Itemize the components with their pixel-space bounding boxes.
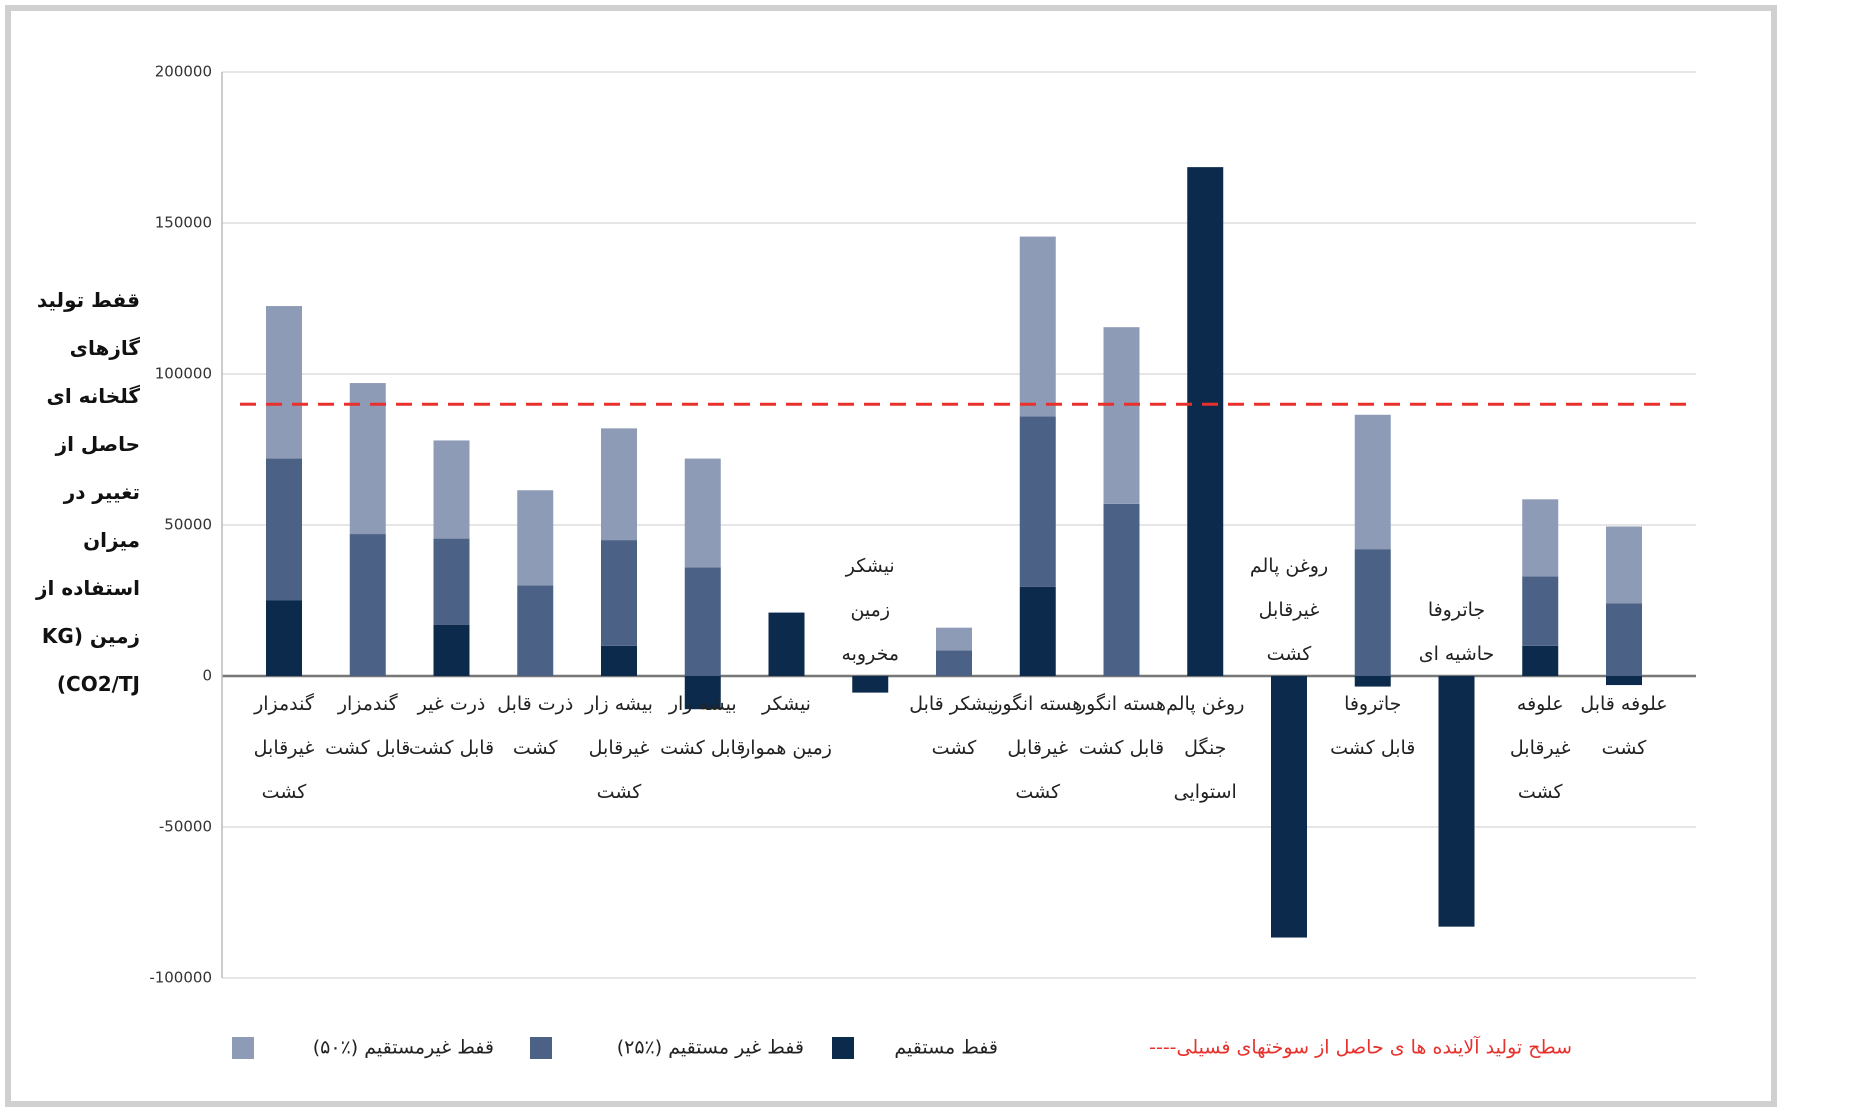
category-label-box: هسته انگور قابل کشت xyxy=(1077,693,1166,759)
bar-segment xyxy=(936,627,972,651)
bar-segment xyxy=(1606,603,1642,676)
category-label-box: بیشه زار قابل کشت xyxy=(660,693,746,759)
x-tick-label: ذرت غیر قابل کشت xyxy=(408,693,495,759)
bar-segment xyxy=(1354,414,1391,550)
y-tick-label: -100000 xyxy=(149,969,212,987)
bar-segment xyxy=(1019,236,1056,417)
bar-segment xyxy=(601,540,637,646)
bar-segment xyxy=(1019,586,1056,676)
x-tick-label: گندمزار قابل کشت xyxy=(325,693,411,759)
bar-segment xyxy=(1187,167,1224,676)
category-label-box: جاتروفا قابل کشت xyxy=(1330,693,1416,759)
legend-swatch xyxy=(530,1037,552,1059)
x-tick-label: هسته انگور غیرقابل کشت xyxy=(993,693,1083,803)
x-tick-label: روغن پالم جنگل استوایی xyxy=(1166,693,1245,803)
bar-segment xyxy=(1103,327,1140,504)
x-tick-label: بیشه زار قابل کشت xyxy=(660,693,746,759)
bar-segment xyxy=(433,624,470,676)
x-tick-label: بیشه زار غیرقابل کشت xyxy=(585,693,653,803)
bar-segment xyxy=(684,458,721,568)
x-tick-label: نیشکر زمین مخروبه xyxy=(841,555,900,665)
x-tick-label: علوفه غیرقابل کشت xyxy=(1509,693,1571,803)
bar-segment xyxy=(1522,645,1559,676)
bar-segment xyxy=(1354,676,1391,687)
bar-segment xyxy=(601,428,637,541)
category-label-box: علوفه قابل کشت xyxy=(1580,693,1668,759)
bar-segment xyxy=(433,440,470,539)
bar-segment xyxy=(684,567,721,676)
x-tick-label: گندمزار غیرقابل کشت xyxy=(253,693,315,803)
category-label-box: بیشه زار غیرقابل کشت xyxy=(585,693,653,803)
y-axis-label: قفط تولید گازهای گلخانه ای حاصل از تغییر… xyxy=(36,288,140,696)
x-tick-label: جاتروفا قابل کشت xyxy=(1330,693,1416,759)
y-tick-label: 50000 xyxy=(164,516,212,534)
bar-segment xyxy=(1522,499,1559,577)
y-tick-label: 100000 xyxy=(155,365,212,383)
x-tick-label: علوفه قابل کشت xyxy=(1580,693,1668,759)
bar-segment xyxy=(684,676,721,710)
bar-segment xyxy=(936,650,972,676)
legend-swatch xyxy=(232,1037,254,1059)
x-tick-label: روغن پالم غیرقابل کشت xyxy=(1249,555,1329,665)
x-tick-label: نیشکر زمین هموار xyxy=(741,693,832,759)
category-label-box: علوفه غیرقابل کشت xyxy=(1509,693,1571,803)
bar-segment xyxy=(349,383,386,535)
x-tick-label: ذرت قابل کشت xyxy=(497,693,574,759)
category-label-box: نیشکر زمین هموار xyxy=(741,693,832,759)
bar-segment xyxy=(1103,503,1140,676)
legend-label: قفط غیرمستقیم (٪۵۰) xyxy=(313,1037,494,1059)
category-label-box: ذرت قابل کشت xyxy=(497,693,574,759)
category-label-box: گندمزار غیرقابل کشت xyxy=(253,693,315,803)
bar-segment xyxy=(266,600,302,676)
bar-segment xyxy=(349,534,386,676)
bar-segment xyxy=(1271,676,1307,938)
bar-segment xyxy=(852,676,889,693)
legend-swatch xyxy=(832,1037,854,1059)
x-tick-label: هسته انگور قابل کشت xyxy=(1077,693,1166,759)
x-tick-label: جاتروفا حاشیه ای xyxy=(1418,599,1495,665)
category-label-box: هسته انگور غیرقابل کشت xyxy=(993,693,1083,803)
y-tick-label: -50000 xyxy=(159,818,212,836)
legend-label: قفط مستقیم xyxy=(894,1037,998,1059)
category-label-box: جاتروفا حاشیه ای xyxy=(1418,599,1495,665)
y-tick-label: 150000 xyxy=(155,214,212,232)
bar-segment xyxy=(601,645,637,676)
bar-segment xyxy=(433,538,470,625)
bar-segment xyxy=(517,490,554,586)
bar-segment xyxy=(266,306,302,459)
legend-label: قفط غیر مستقیم (٪۲۵) xyxy=(617,1037,804,1059)
legend-label: سطح تولید آلاینده ها ی حاصل از سوختهای ف… xyxy=(1149,1035,1572,1059)
bar-segment xyxy=(517,585,554,676)
category-label-box: نیشکر قابل کشت xyxy=(909,693,999,759)
bar-segment xyxy=(266,458,302,601)
bar-segment xyxy=(1522,576,1559,646)
bar-segment xyxy=(1438,676,1475,927)
category-label-box: روغن پالم غیرقابل کشت xyxy=(1249,555,1329,665)
bar-segment xyxy=(768,612,805,676)
y-tick-label: 0 xyxy=(202,667,212,685)
category-label-box: نیشکر زمین مخروبه xyxy=(841,555,900,665)
bar-segment xyxy=(1606,676,1642,686)
bar-segment xyxy=(1354,549,1391,676)
y-tick-label: 200000 xyxy=(155,63,212,81)
category-label-box: ذرت غیر قابل کشت xyxy=(408,693,495,759)
frame xyxy=(5,5,1777,1107)
x-tick-label: نیشکر قابل کشت xyxy=(909,693,999,759)
category-label-box: گندمزار قابل کشت xyxy=(325,693,411,759)
bar-segment xyxy=(1019,416,1056,587)
bar-segment xyxy=(1606,526,1642,604)
category-label-box: روغن پالم جنگل استوایی xyxy=(1166,693,1245,803)
